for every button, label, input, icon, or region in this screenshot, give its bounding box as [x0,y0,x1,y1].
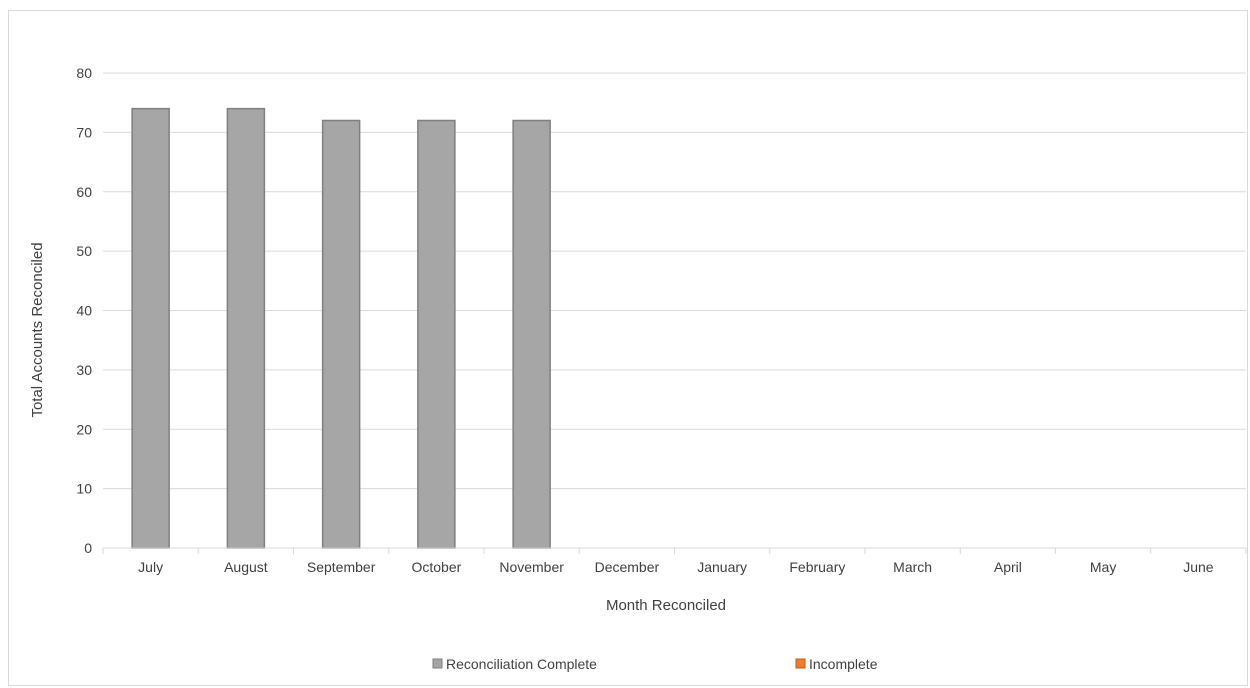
bar-reconciliation-complete [226,107,266,549]
x-tick-label: October [411,559,461,575]
x-tick-label: January [697,559,747,575]
x-tick-label: April [994,559,1022,575]
x-tick-label: May [1090,559,1116,575]
x-tick-label: March [893,559,932,575]
gridlines [103,72,1246,490]
x-axis-title: Month Reconciled [606,597,726,614]
y-tick-label: 20 [76,421,92,437]
axes: 0 10 20 30 40 50 60 70 80 July August September Octo… [76,65,1247,575]
y-tick-label: 30 [76,362,92,378]
bar-reconciliation-complete [512,119,551,549]
x-tick-label: December [595,559,660,575]
y-tick-label: 80 [76,65,92,81]
y-tick-label: 60 [76,184,92,200]
x-tick-label: July [138,559,163,575]
legend-label: Incomplete [809,656,878,672]
legend-label: Reconciliation Complete [446,656,597,672]
y-tick-label: 70 [76,124,92,140]
bar-reconciliation-complete [321,119,361,549]
x-tick-label: August [224,559,268,575]
y-tick-label: 40 [76,303,92,319]
y-tick-label: 0 [84,540,92,556]
legend-swatch [432,658,443,669]
chart-container [8,10,1248,686]
legend-swatch [795,658,806,669]
y-axis-title: Total Accounts Reconciled [29,242,46,417]
x-tick-label: June [1183,559,1214,575]
legend: Reconciliation Complete Incomplete [432,656,878,672]
y-tick-label: 10 [76,481,92,497]
bars [131,107,551,549]
x-tick-label: September [307,559,376,575]
bar-reconciliation-complete [417,119,456,549]
bar-reconciliation-complete [131,107,170,549]
y-tick-label: 50 [76,243,92,259]
x-tick-label: February [789,559,845,575]
x-tick-label: November [499,559,564,575]
